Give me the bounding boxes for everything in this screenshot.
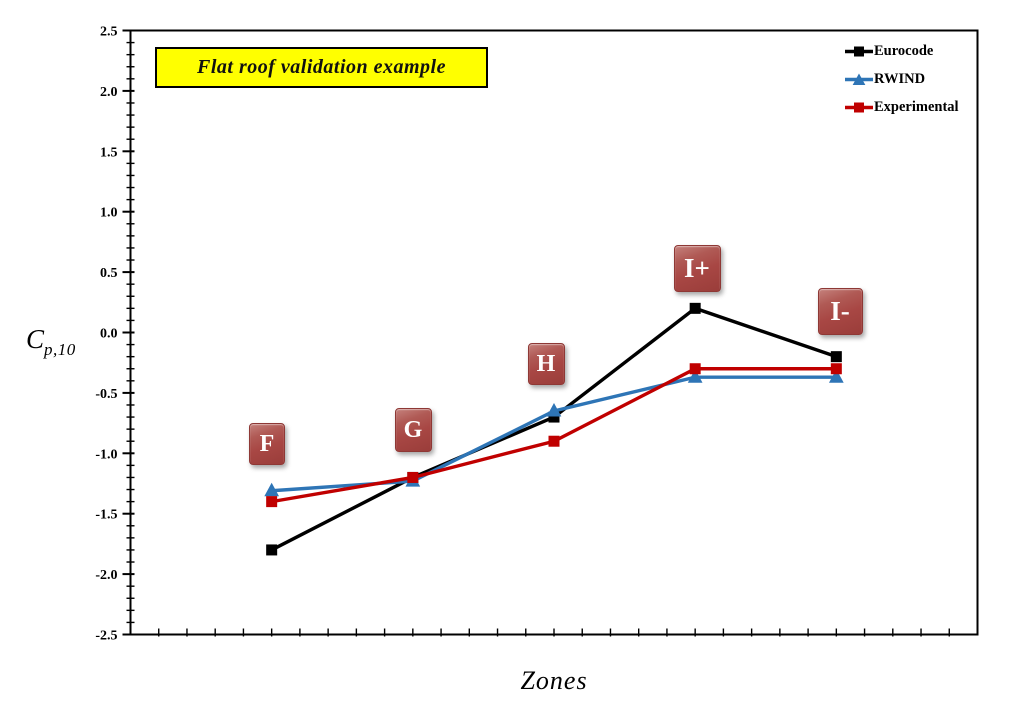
zone-label-Iminus: I- xyxy=(817,287,863,335)
legend-label: RWIND xyxy=(874,70,926,87)
square-marker xyxy=(266,544,278,556)
y-axis-label-main: C xyxy=(26,324,45,354)
y-axis-tick-label: 0.5 xyxy=(100,266,118,281)
series-experimental xyxy=(266,363,842,508)
square-marker xyxy=(407,471,419,483)
square-marker xyxy=(830,363,842,375)
square-marker xyxy=(854,102,864,112)
y-axis-tick-label: 2.0 xyxy=(100,85,118,100)
y-axis-label: Cp,10 xyxy=(26,324,76,360)
square-marker xyxy=(854,46,864,56)
y-axis-tick-label: 1.0 xyxy=(100,206,118,221)
square-marker xyxy=(266,496,278,508)
y-axis-tick-label: -2.5 xyxy=(95,629,117,644)
legend-item-eurocode: Eurocode xyxy=(845,37,959,65)
triangle-marker xyxy=(852,72,866,85)
legend-label: Eurocode xyxy=(874,42,934,59)
square-legend-marker-icon xyxy=(845,46,873,56)
square-marker xyxy=(548,435,560,447)
zone-label-G: G xyxy=(394,408,432,452)
y-axis-tick-label: -1.5 xyxy=(95,508,117,523)
triangle-marker xyxy=(687,369,703,383)
x-axis-label: Zones xyxy=(520,666,588,695)
square-legend-marker-icon xyxy=(845,102,873,112)
square-marker xyxy=(689,363,701,375)
legend: Eurocode RWIND Experimental xyxy=(845,37,959,121)
chart-title: Flat roof validation example xyxy=(197,56,446,78)
square-marker xyxy=(689,302,701,314)
legend-item-experimental: Experimental xyxy=(845,93,959,121)
y-axis-tick-label: 0.0 xyxy=(100,327,118,342)
y-axis-tick-label: 1.5 xyxy=(100,145,118,160)
y-axis-tick-label: -1.0 xyxy=(95,447,117,462)
y-axis-tick-label: -0.5 xyxy=(95,387,117,402)
legend-label: Experimental xyxy=(874,98,959,115)
y-axis-tick-label: -2.0 xyxy=(95,568,117,583)
series-line xyxy=(271,367,837,504)
zone-label-F: F xyxy=(249,423,285,465)
zone-label-Iplus: I+ xyxy=(673,244,721,292)
chart-title-box: Flat roof validation example xyxy=(155,47,488,88)
triangle-legend-marker-icon xyxy=(845,72,873,85)
y-axis-tick-label: 2.5 xyxy=(100,25,118,40)
legend-item-rwind: RWIND xyxy=(845,65,959,93)
triangle-marker xyxy=(264,482,280,497)
series-rwind xyxy=(264,369,844,497)
y-axis-label-subscript: p,10 xyxy=(44,340,76,359)
zone-label-H: H xyxy=(527,343,565,385)
square-marker xyxy=(830,351,842,363)
triangle-marker xyxy=(828,369,844,383)
series-eurocode xyxy=(266,302,842,556)
triangle-marker xyxy=(546,402,562,417)
series-line xyxy=(271,375,837,493)
